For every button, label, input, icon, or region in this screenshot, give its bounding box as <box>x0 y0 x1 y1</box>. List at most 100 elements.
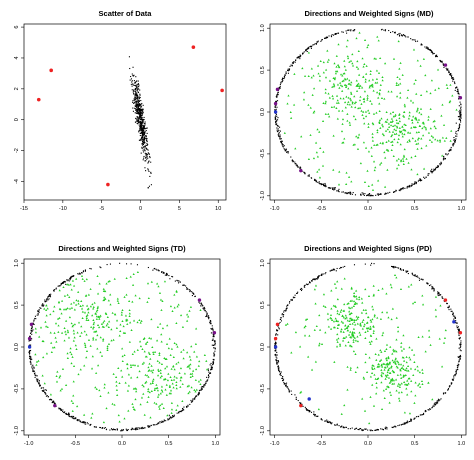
weighted-sign-point <box>138 297 141 300</box>
weighted-sign-point <box>302 98 306 101</box>
circle-point <box>277 92 279 94</box>
circle-point <box>314 414 316 416</box>
weighted-sign-point <box>440 365 444 368</box>
circle-point <box>427 409 429 411</box>
circle-point <box>375 429 377 431</box>
circle-point <box>308 175 310 177</box>
weighted-sign-point <box>385 387 388 390</box>
weighted-sign-point <box>403 103 406 106</box>
weighted-sign-point <box>427 115 430 118</box>
circle-point <box>314 43 316 45</box>
circle-point <box>275 100 277 102</box>
weighted-sign-point <box>176 305 179 308</box>
panel-md: Directions and Weighted Signs (MD) -1.0-… <box>260 9 467 212</box>
circle-point <box>60 282 62 284</box>
circle-point <box>203 309 205 311</box>
weighted-sign-point <box>364 78 367 81</box>
circle-point <box>393 267 395 269</box>
weighted-sign-point <box>380 161 383 164</box>
data-point <box>138 116 140 118</box>
circle-point <box>193 293 195 295</box>
weighted-sign-point <box>381 334 384 337</box>
circle-point <box>277 365 279 367</box>
data-point <box>143 138 145 140</box>
circle-point <box>450 148 452 150</box>
weighted-sign-point <box>413 361 416 363</box>
circle-point <box>276 115 278 117</box>
weighted-sign-point <box>386 371 389 374</box>
weighted-sign-point <box>363 323 366 326</box>
marked-direction-point <box>443 298 448 302</box>
circle-point <box>275 101 277 103</box>
circle-point <box>38 309 40 311</box>
weighted-sign-point <box>351 62 354 65</box>
weighted-sign-point <box>392 124 395 127</box>
weighted-sign-point <box>420 380 424 383</box>
weighted-sign-point <box>371 367 374 370</box>
weighted-sign-point <box>376 91 379 94</box>
weighted-sign-point <box>430 79 433 82</box>
circle-point <box>420 278 422 280</box>
weighted-sign-point <box>309 133 312 136</box>
weighted-sign-point <box>354 301 357 304</box>
weighted-sign-point <box>414 368 417 371</box>
weighted-sign-point <box>62 286 65 289</box>
weighted-sign-point <box>390 148 393 151</box>
weighted-sign-point <box>351 318 354 321</box>
data-point <box>134 87 136 90</box>
circle-point <box>458 330 460 332</box>
weighted-sign-point <box>335 54 338 57</box>
circle-point <box>75 417 77 419</box>
circle-point <box>153 424 155 426</box>
weighted-sign-point <box>357 50 360 52</box>
circle-point <box>161 271 163 273</box>
circle-point <box>152 269 154 271</box>
data-point <box>142 130 145 132</box>
data-point <box>140 125 142 127</box>
weighted-sign-point <box>339 330 343 333</box>
weighted-sign-point <box>346 388 349 391</box>
weighted-sign-point <box>441 136 444 139</box>
circle-point <box>410 38 412 40</box>
data-point <box>133 80 135 82</box>
circle-point <box>300 289 303 292</box>
circle-point <box>328 35 330 37</box>
data-point <box>140 125 142 128</box>
circle-point <box>337 189 339 192</box>
circle-point <box>206 379 208 381</box>
data-point <box>143 141 145 143</box>
circle-point <box>101 427 103 429</box>
weighted-sign-point <box>340 308 343 311</box>
weighted-sign-point <box>96 334 99 337</box>
weighted-sign-point <box>366 94 369 97</box>
circle-point <box>344 192 346 194</box>
data-point <box>139 114 141 116</box>
circle-point <box>433 290 435 292</box>
circle-point <box>286 151 288 153</box>
weighted-sign-point <box>431 398 434 401</box>
circle-point <box>338 191 340 193</box>
weighted-sign-point <box>189 375 192 378</box>
weighted-sign-point <box>49 393 52 396</box>
circle-point <box>205 381 207 383</box>
circle-point <box>428 284 431 287</box>
weighted-sign-point <box>397 382 400 385</box>
weighted-sign-point <box>414 117 418 120</box>
circle-point <box>200 389 202 391</box>
circle-point <box>312 278 314 281</box>
weighted-sign-point <box>146 282 150 285</box>
circle-point <box>456 367 458 369</box>
weighted-sign-point <box>81 317 84 320</box>
circle-point <box>42 390 44 392</box>
weighted-sign-point <box>95 387 98 390</box>
circle-point <box>448 71 450 74</box>
weighted-sign-point <box>414 116 417 119</box>
weighted-sign-point <box>364 361 367 364</box>
data-point <box>133 98 135 100</box>
circle-point <box>447 69 449 71</box>
circle-point <box>205 315 207 318</box>
weighted-sign-point <box>421 368 424 371</box>
weighted-sign-point <box>96 307 99 310</box>
weighted-sign-point <box>165 342 169 345</box>
weighted-sign-point <box>152 368 155 371</box>
